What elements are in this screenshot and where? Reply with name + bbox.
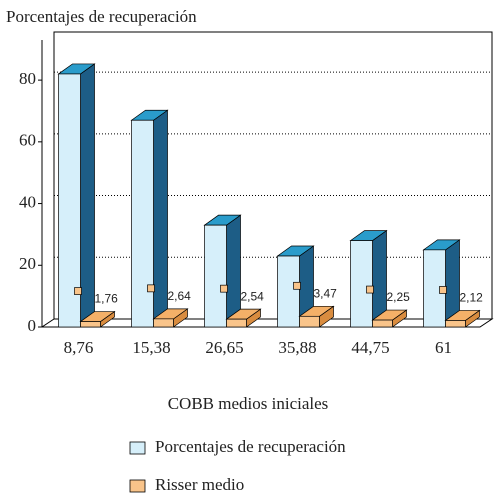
x-tick-label: 8,76 [64, 338, 94, 357]
bar [130, 109, 169, 328]
x-axis-label: COBB medios iniciales [168, 394, 329, 413]
bar [276, 245, 315, 328]
marker [74, 287, 82, 295]
y-tick-label: 80 [19, 69, 36, 88]
marker [439, 286, 447, 294]
bar-secondary [79, 310, 116, 328]
value-label: 3,47 [314, 286, 338, 300]
bar-face [80, 63, 95, 328]
legend-swatch [129, 479, 146, 493]
bar-secondary [225, 308, 262, 328]
marker [220, 284, 228, 293]
bar [203, 214, 242, 328]
bar-secondary [298, 305, 335, 328]
bar [349, 229, 388, 328]
x-tick-label: 44,75 [351, 338, 389, 357]
bar-face [350, 240, 373, 328]
x-tick-label: 26,65 [205, 338, 243, 357]
bar-face [226, 214, 241, 328]
y-tick-label: 60 [19, 131, 36, 150]
value-label: 2,12 [460, 291, 484, 305]
chart-title: Porcentajes de recuperación [6, 7, 197, 26]
marker [147, 284, 155, 293]
value-label: 2,54 [241, 289, 265, 303]
bar-secondary-face [299, 315, 320, 328]
x-tick-label: 35,88 [278, 338, 316, 357]
y-tick-label: 0 [28, 316, 37, 335]
bar-face [204, 224, 227, 328]
marker [293, 281, 301, 290]
bar-face [277, 255, 300, 328]
legend-swatch [129, 441, 146, 455]
bar-secondary-face [445, 320, 466, 328]
bar-face [58, 73, 81, 328]
marker [366, 285, 374, 294]
bar-secondary-face [226, 318, 247, 328]
y-tick-label: 40 [19, 192, 36, 211]
bar-secondary-face [80, 321, 101, 328]
bar-secondary-face [153, 318, 174, 328]
bar-secondary [444, 309, 481, 328]
x-tick-label: 15,38 [132, 338, 170, 357]
legend-label: Risser medio [155, 475, 244, 494]
value-label: 1,76 [95, 292, 119, 306]
y-tick-label: 20 [19, 254, 36, 273]
bar-secondary [371, 309, 408, 328]
legend-label: Porcentajes de recuperación [155, 437, 346, 456]
bar-secondary-face [372, 319, 393, 328]
bar [57, 63, 96, 328]
plot-wall [53, 31, 493, 320]
bar-face [153, 109, 168, 328]
bar-face [131, 119, 154, 328]
value-label: 2,64 [168, 289, 192, 303]
x-tick-label: 61 [435, 338, 452, 357]
bar-secondary [152, 308, 189, 328]
value-label: 2,25 [387, 290, 411, 304]
